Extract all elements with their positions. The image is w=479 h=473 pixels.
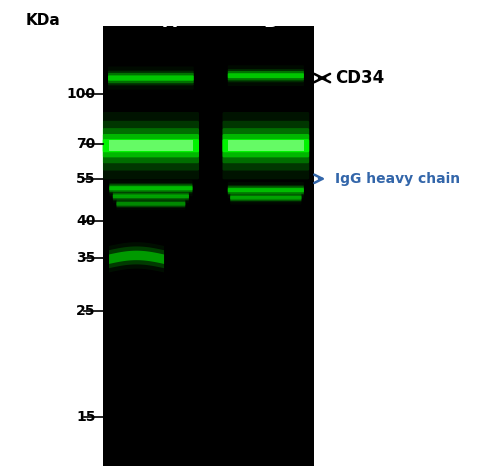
FancyBboxPatch shape (230, 194, 302, 201)
Text: 15: 15 (76, 410, 96, 424)
Text: 25: 25 (76, 304, 96, 318)
FancyBboxPatch shape (103, 128, 199, 163)
FancyBboxPatch shape (116, 200, 185, 208)
FancyBboxPatch shape (230, 193, 302, 202)
Text: 70: 70 (77, 137, 96, 151)
Bar (109, 140, 193, 151)
Text: B: B (264, 13, 277, 31)
FancyBboxPatch shape (228, 69, 304, 82)
FancyBboxPatch shape (108, 75, 194, 81)
FancyBboxPatch shape (103, 134, 199, 158)
FancyBboxPatch shape (109, 186, 193, 190)
PathPatch shape (109, 246, 164, 268)
FancyBboxPatch shape (116, 201, 185, 207)
FancyBboxPatch shape (103, 139, 199, 152)
FancyBboxPatch shape (109, 184, 193, 192)
PathPatch shape (109, 242, 164, 272)
Text: 55: 55 (76, 172, 96, 186)
Text: CD34: CD34 (335, 69, 385, 87)
Text: KDa: KDa (26, 13, 60, 28)
Bar (103, 26, 314, 466)
FancyBboxPatch shape (113, 194, 189, 198)
Text: A: A (163, 13, 177, 31)
FancyBboxPatch shape (228, 188, 304, 192)
FancyBboxPatch shape (108, 71, 194, 86)
FancyBboxPatch shape (116, 202, 185, 206)
FancyBboxPatch shape (228, 185, 304, 195)
FancyBboxPatch shape (228, 186, 304, 194)
Text: 40: 40 (77, 214, 96, 228)
PathPatch shape (109, 251, 164, 264)
Text: 100: 100 (67, 87, 96, 101)
FancyBboxPatch shape (113, 193, 189, 200)
FancyBboxPatch shape (108, 73, 194, 83)
FancyBboxPatch shape (222, 128, 309, 163)
FancyBboxPatch shape (222, 121, 309, 171)
FancyBboxPatch shape (109, 183, 193, 193)
Text: 35: 35 (77, 251, 96, 265)
FancyBboxPatch shape (230, 196, 302, 200)
FancyBboxPatch shape (222, 112, 309, 179)
FancyBboxPatch shape (228, 73, 304, 78)
Text: IgG heavy chain: IgG heavy chain (335, 172, 460, 186)
FancyBboxPatch shape (228, 71, 304, 80)
FancyBboxPatch shape (103, 112, 199, 179)
FancyBboxPatch shape (113, 192, 189, 201)
FancyBboxPatch shape (222, 134, 309, 158)
FancyBboxPatch shape (103, 121, 199, 171)
Bar (228, 140, 304, 151)
FancyBboxPatch shape (222, 139, 309, 152)
